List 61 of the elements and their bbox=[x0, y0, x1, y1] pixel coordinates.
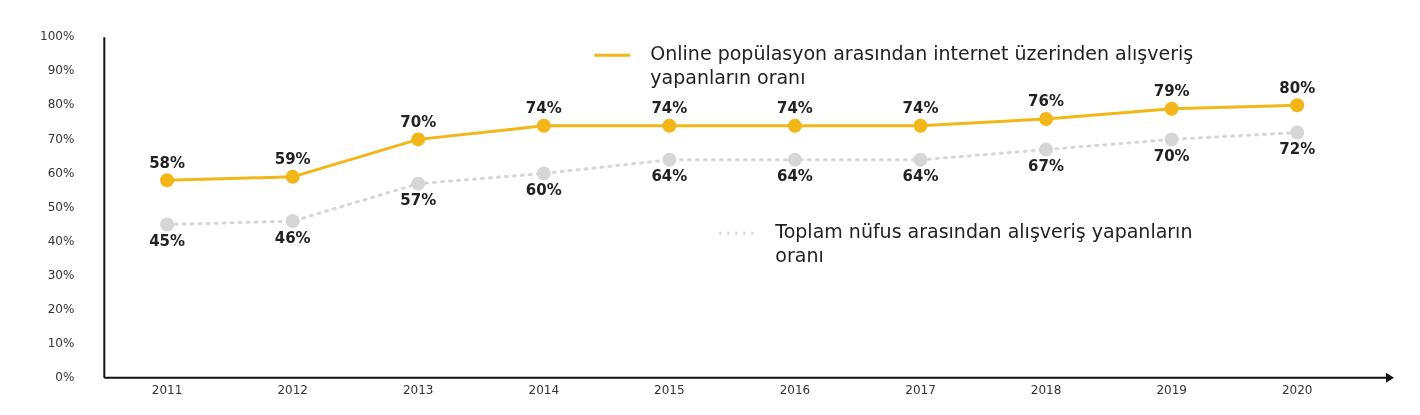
x-tick-label: 2017 bbox=[905, 383, 936, 398]
point bbox=[285, 169, 300, 184]
data-label: 57% bbox=[400, 191, 437, 210]
data-label: 64% bbox=[776, 167, 813, 186]
data-label: 46% bbox=[274, 228, 311, 247]
point bbox=[787, 118, 802, 133]
y-tick-label: 90% bbox=[47, 63, 75, 78]
point bbox=[662, 118, 677, 133]
y-tick-label: 70% bbox=[47, 131, 75, 146]
data-label: 58% bbox=[149, 153, 186, 172]
data-label: 74% bbox=[525, 99, 562, 118]
x-tick-label: 2013 bbox=[402, 383, 434, 398]
point bbox=[1039, 111, 1054, 126]
x-tick-label: 2019 bbox=[1156, 383, 1187, 398]
point bbox=[787, 152, 802, 167]
point bbox=[1290, 98, 1305, 113]
data-label: 80% bbox=[1279, 78, 1316, 97]
data-label: 64% bbox=[651, 167, 688, 186]
data-label: 59% bbox=[274, 150, 311, 169]
data-label: 45% bbox=[149, 231, 186, 250]
data-label: 74% bbox=[651, 99, 688, 118]
x-tick-label: 2012 bbox=[277, 383, 308, 398]
y-tick-label: 40% bbox=[47, 233, 75, 248]
x-tick-label: 2020 bbox=[1281, 383, 1313, 398]
point bbox=[1164, 132, 1179, 147]
point bbox=[285, 214, 300, 229]
point bbox=[913, 152, 928, 167]
y-tick-label: 10% bbox=[47, 335, 75, 350]
point bbox=[411, 132, 426, 147]
y-tick-label: 60% bbox=[47, 165, 75, 180]
point bbox=[411, 176, 426, 191]
y-tick-label: 30% bbox=[47, 267, 75, 282]
data-label: 67% bbox=[1028, 156, 1065, 175]
y-tick-label: 0% bbox=[55, 369, 75, 384]
y-tick-label: 50% bbox=[47, 199, 75, 214]
point bbox=[160, 173, 175, 188]
data-label: 64% bbox=[902, 167, 939, 186]
point bbox=[1164, 101, 1179, 116]
data-label: 74% bbox=[776, 99, 813, 118]
x-tick-label: 2011 bbox=[151, 383, 183, 398]
point bbox=[1039, 142, 1054, 157]
point bbox=[662, 152, 677, 167]
data-label: 72% bbox=[1279, 139, 1316, 158]
data-label: 76% bbox=[1028, 92, 1065, 111]
x-tick-label: 2018 bbox=[1030, 383, 1062, 398]
legend-label: Toplam nüfus arasından alışveriş yapanların oranı bbox=[774, 220, 1193, 267]
y-tick-label: 80% bbox=[47, 97, 75, 112]
point bbox=[160, 217, 175, 232]
x-tick-label: 2016 bbox=[779, 383, 811, 398]
point bbox=[913, 118, 928, 133]
point bbox=[536, 166, 551, 181]
y-tick-label: 20% bbox=[47, 301, 75, 316]
data-label: 60% bbox=[525, 180, 562, 199]
data-label: 74% bbox=[902, 99, 939, 118]
x-tick-label: 2014 bbox=[528, 383, 560, 398]
x-tick-label: 2015 bbox=[654, 383, 685, 398]
data-label: 70% bbox=[1153, 146, 1190, 165]
point bbox=[536, 118, 551, 133]
point bbox=[1290, 125, 1305, 140]
data-label: 70% bbox=[400, 112, 437, 131]
y-tick-label: 100% bbox=[39, 29, 75, 44]
